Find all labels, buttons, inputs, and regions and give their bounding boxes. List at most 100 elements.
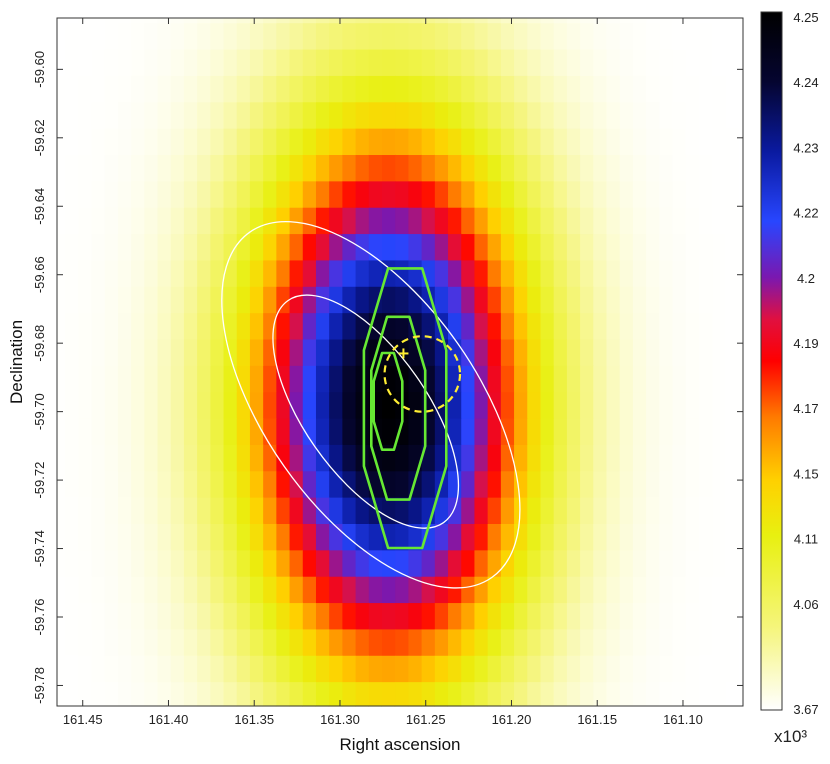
heatmap-cell xyxy=(487,576,501,604)
heatmap-cell xyxy=(328,497,343,524)
heatmap-cell xyxy=(315,259,330,287)
heatmap-cell xyxy=(513,417,528,445)
heatmap-cell xyxy=(513,338,528,366)
heatmap-cell xyxy=(368,48,382,76)
heatmap-cell xyxy=(658,48,673,76)
heatmap-cell xyxy=(315,286,330,314)
heatmap-cell xyxy=(368,523,382,551)
heatmap-cell xyxy=(288,75,303,103)
heatmap-cell xyxy=(236,681,250,707)
heatmap-cell xyxy=(460,259,475,287)
heatmap-cell xyxy=(671,549,686,577)
heatmap-cell xyxy=(473,259,488,287)
x-tick-label: 161.20 xyxy=(492,712,532,727)
heatmap-cell xyxy=(513,154,528,182)
heatmap-cell xyxy=(130,602,145,630)
heatmap-cell xyxy=(236,576,250,604)
heatmap-cell xyxy=(77,602,92,630)
heatmap-cell xyxy=(421,180,435,208)
heatmap-cell xyxy=(566,312,581,340)
heatmap-cell xyxy=(539,602,554,630)
heatmap-cell xyxy=(619,22,633,50)
heatmap-cell xyxy=(90,549,105,577)
heatmap-cell xyxy=(553,470,567,498)
heatmap-cell xyxy=(64,523,79,551)
heatmap-cell xyxy=(341,391,356,419)
heatmap-cell xyxy=(658,549,673,577)
heatmap-cell xyxy=(460,233,475,261)
heatmap-cell xyxy=(77,154,92,182)
heatmap-cell xyxy=(275,628,290,656)
heatmap-cell xyxy=(64,75,79,103)
heatmap-cell xyxy=(566,365,581,393)
heatmap-cell xyxy=(104,497,118,524)
heatmap-cell xyxy=(262,391,277,419)
heatmap-cell xyxy=(711,286,726,314)
heatmap-cell xyxy=(196,286,211,314)
heatmap-cell xyxy=(209,655,224,683)
heatmap-cell xyxy=(487,128,501,156)
heatmap-cell xyxy=(447,48,462,76)
heatmap-cell xyxy=(288,444,303,472)
heatmap-cell xyxy=(526,312,541,340)
heatmap-cell xyxy=(473,338,488,366)
heatmap-cell xyxy=(394,18,409,24)
heatmap-cell xyxy=(658,497,673,524)
heatmap-cell xyxy=(619,523,633,551)
heatmap-cell xyxy=(671,576,686,604)
heatmap-cell xyxy=(539,154,554,182)
heatmap-cell xyxy=(262,75,277,103)
heatmap-cell xyxy=(711,233,726,261)
heatmap-cell xyxy=(117,101,132,129)
heatmap-cell xyxy=(685,180,699,208)
heatmap-cell xyxy=(209,128,224,156)
heatmap-cell xyxy=(632,338,647,366)
heatmap-cell xyxy=(592,444,607,472)
heatmap-cell xyxy=(156,207,171,235)
heatmap-cell xyxy=(619,470,633,498)
heatmap-cell xyxy=(421,470,435,498)
heatmap-cell xyxy=(315,523,330,551)
heatmap-cell xyxy=(460,207,475,235)
heatmap-cell xyxy=(90,259,105,287)
heatmap-cell xyxy=(57,549,66,577)
heatmap-cell xyxy=(288,154,303,182)
heatmap-cell xyxy=(421,207,435,235)
heatmap-cell xyxy=(262,180,277,208)
heatmap-cell xyxy=(315,180,330,208)
heatmap-cell xyxy=(421,602,435,630)
heatmap-cell xyxy=(302,128,316,156)
heatmap-cell xyxy=(222,365,237,393)
heatmap-cell xyxy=(671,22,686,50)
heatmap-cell xyxy=(209,628,224,656)
heatmap-cell xyxy=(421,101,435,129)
heatmap-cell xyxy=(698,286,713,314)
heatmap-cell xyxy=(698,259,713,287)
heatmap-cell xyxy=(645,628,660,656)
heatmap-cell xyxy=(288,365,303,393)
heatmap-cell xyxy=(57,101,66,129)
heatmap-cell xyxy=(539,22,554,50)
heatmap-cell xyxy=(354,602,369,630)
colorbar-tick-label: 4.17 xyxy=(793,401,818,416)
heatmap-cell xyxy=(77,444,92,472)
heatmap-cell xyxy=(117,444,132,472)
heatmap-cell xyxy=(275,18,290,24)
heatmap-cell xyxy=(104,628,118,656)
heatmap-cell xyxy=(130,207,145,235)
heatmap-cell xyxy=(222,22,237,50)
heatmap-cell xyxy=(460,338,475,366)
heatmap-cell xyxy=(487,286,501,314)
white-contour xyxy=(221,220,521,589)
heatmap-cell xyxy=(671,365,686,393)
heatmap-cell xyxy=(579,154,594,182)
heatmap-cell xyxy=(354,576,369,604)
heatmap-cell xyxy=(236,128,250,156)
heatmap-cell xyxy=(487,233,501,261)
y-tick-label: -59.72 xyxy=(32,462,47,499)
heatmap-cell xyxy=(315,681,330,707)
heatmap-cell xyxy=(724,417,739,445)
heatmap-cell xyxy=(328,576,343,604)
heatmap-cell xyxy=(354,259,369,287)
heatmap-cell xyxy=(473,207,488,235)
